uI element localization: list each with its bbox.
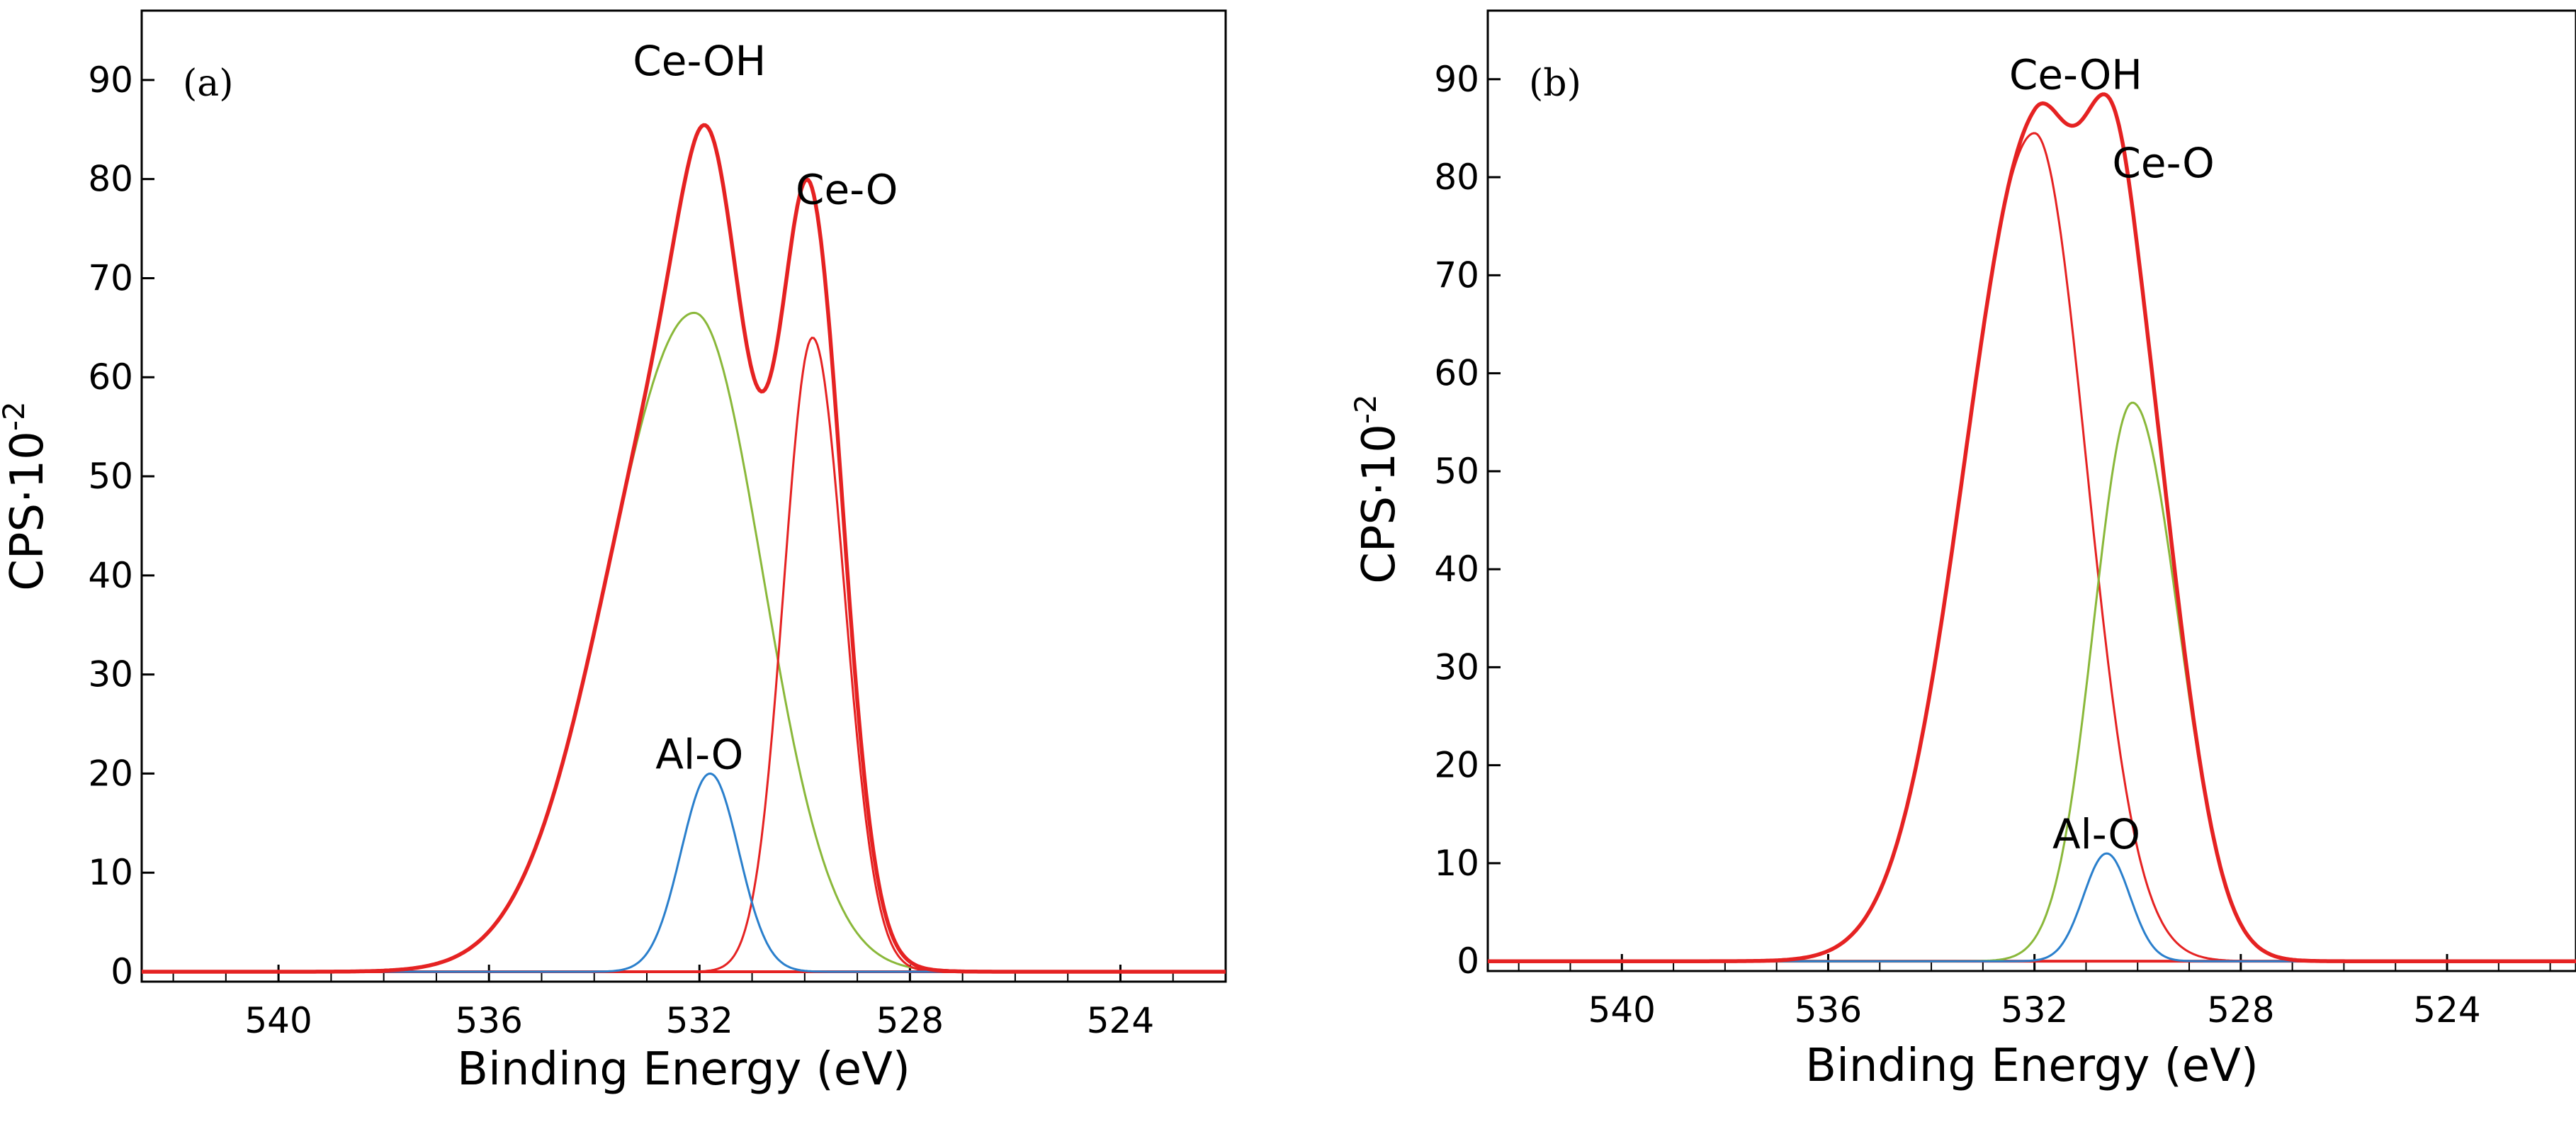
y-axis-title: CPS·10-2 <box>1348 394 1406 584</box>
envelope-curve <box>1488 92 2576 963</box>
panel-label: (b) <box>1529 62 1581 105</box>
x-axis-title: Binding Energy (eV) <box>457 1043 910 1096</box>
y-tick-label: 0 <box>1457 941 1479 982</box>
y-tick-label: 70 <box>88 257 133 298</box>
plot-area <box>142 123 1226 974</box>
y-axis-title-exponent: -2 <box>0 401 31 431</box>
y-tick-label: 50 <box>1434 451 1479 492</box>
x-tick-label: 540 <box>244 1000 312 1041</box>
ce-oh-component-curve <box>142 311 1226 973</box>
envelope-curve <box>142 123 1226 974</box>
x-axis-title: Binding Energy (eV) <box>1805 1040 2259 1092</box>
y-tick-label: 10 <box>88 852 133 893</box>
ce-oh-label: Ce-OH <box>633 37 766 85</box>
plot-area <box>1488 92 2576 963</box>
y-tick-label: 90 <box>88 60 133 101</box>
ce-o-label: Ce-O <box>2112 139 2214 187</box>
ce-oh-component-curve <box>1488 132 2576 963</box>
y-axis-title-exponent: -2 <box>1348 394 1383 424</box>
y-tick-label: 40 <box>1434 549 1479 590</box>
y-tick-label: 90 <box>1434 59 1479 100</box>
y-axis-title: CPS·10-2 <box>0 401 54 591</box>
x-tick-label: 540 <box>1588 989 1656 1031</box>
x-tick-label: 524 <box>2413 989 2480 1031</box>
y-tick-label: 80 <box>88 159 133 200</box>
y-tick-label: 60 <box>1434 353 1479 394</box>
y-axis-title-base: CPS·10 <box>1 431 54 591</box>
ce-o-label: Ce-O <box>796 166 898 214</box>
plot-frame <box>140 9 1227 983</box>
x-tick-label: 524 <box>1087 1000 1154 1041</box>
plot-frame <box>1486 9 2576 972</box>
y-tick-label: 0 <box>111 951 133 992</box>
al-o-component-curve <box>142 772 1226 973</box>
x-tick-label: 528 <box>2207 989 2274 1031</box>
ce-oh-label: Ce-OH <box>2009 51 2142 99</box>
x-tick-label: 532 <box>666 1000 733 1041</box>
al-o-label: Al-O <box>2052 810 2140 858</box>
x-tick-label: 536 <box>1795 989 1862 1031</box>
y-tick-label: 20 <box>88 753 133 794</box>
y-tick-label: 30 <box>1434 646 1479 688</box>
al-o-component-curve <box>1488 852 2576 963</box>
y-tick-label: 20 <box>1434 745 1479 786</box>
ce-o-component-curve <box>142 337 1226 973</box>
ce-o-component-curve <box>1488 401 2576 963</box>
y-tick-label: 40 <box>88 555 133 596</box>
y-tick-label: 80 <box>1434 157 1479 198</box>
panel-label: (a) <box>183 62 234 105</box>
panel-a: 0 10 20 30 40 50 60 70 80 90 540 536 532 528 524 (a) Ce-… <box>0 9 1227 1096</box>
al-o-label: Al-O <box>655 730 743 778</box>
y-tick-label: 10 <box>1434 843 1479 884</box>
x-tick-label: 532 <box>2001 989 2068 1031</box>
y-tick-label: 70 <box>1434 254 1479 296</box>
y-axis-title-base: CPS·10 <box>1353 424 1406 584</box>
y-tick-label: 60 <box>88 357 133 398</box>
y-tick-label: 50 <box>88 456 133 497</box>
x-tick-label: 536 <box>455 1000 522 1041</box>
panel-b: 0 10 20 30 40 50 60 70 80 90 540 536 532 528 524 (b) Ce-… <box>1348 9 2576 1092</box>
x-tick-label: 528 <box>876 1000 944 1041</box>
y-tick-label: 30 <box>88 654 133 695</box>
